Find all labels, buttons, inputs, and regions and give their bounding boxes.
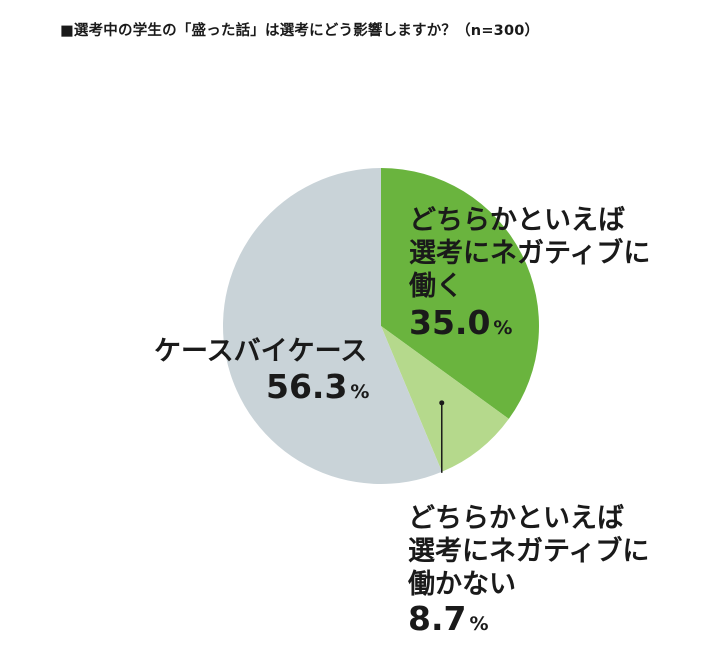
slice-value: 8.7 (408, 599, 466, 638)
slice-label-line: どちらかといえば (408, 503, 624, 534)
slice-label-line: ケースバイケース (154, 336, 367, 367)
slice-case-by-case (222, 168, 442, 484)
slice-unit: % (469, 613, 488, 635)
svg-text:56.3%: 56.3% (266, 367, 369, 406)
slice-label-line: どちらかといえば (409, 205, 625, 236)
slice-label-negative: どちらかといえば 選考にネガティブに 働く 35.0% (409, 205, 650, 342)
slice-unit: % (493, 317, 512, 339)
slice-label-case-by-case: ケースバイケース 56.3% (154, 336, 369, 406)
slice-value: 56.3 (266, 367, 347, 406)
slice-label-line: 選考にネガティブに (408, 535, 649, 567)
slice-unit: % (350, 381, 369, 403)
chart-title: ■選考中の学生の「盛った話」は選考にどう影響しますか？（n=300） (60, 23, 540, 39)
slice-label-line: 働く (409, 271, 463, 302)
slice-not-negative (381, 326, 509, 472)
slice-label-line: 働かない (408, 569, 516, 600)
leader-line-group (439, 400, 445, 473)
slice-label-not-negative: どちらかといえば 選考にネガティブに 働かない 8.7% (408, 503, 649, 638)
slice-negative (381, 168, 539, 419)
pie-slices (222, 168, 539, 484)
slice-label-line: 選考にネガティブに (409, 237, 650, 269)
svg-text:8.7%: 8.7% (408, 599, 489, 638)
slice-value: 35.0 (409, 303, 490, 342)
svg-text:35.0%: 35.0% (409, 303, 512, 342)
